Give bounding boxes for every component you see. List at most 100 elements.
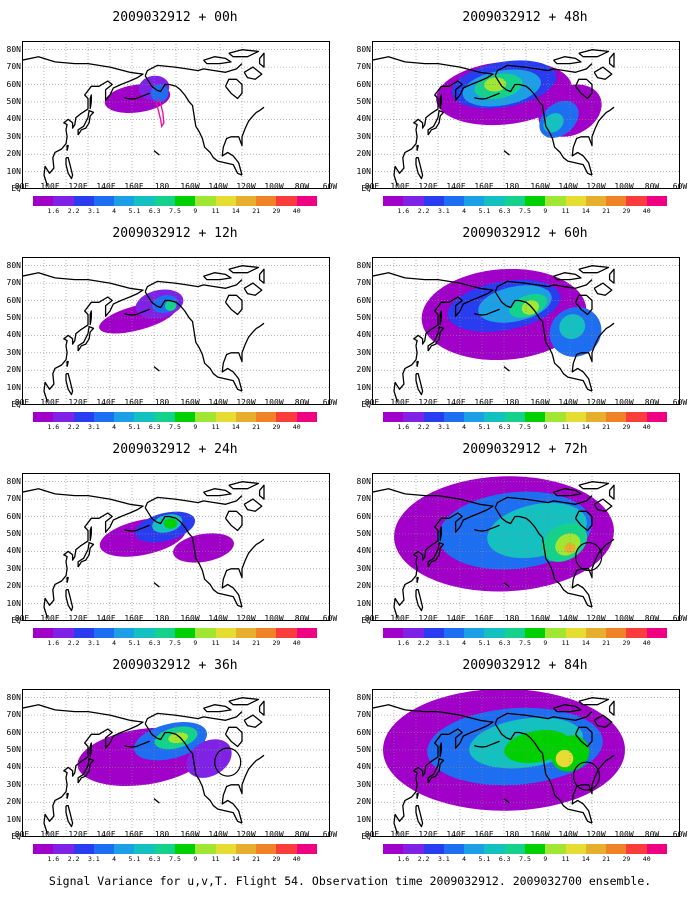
colorbar-tick-label: 9 <box>193 639 198 647</box>
coastline <box>221 538 265 608</box>
map-svg <box>372 257 680 405</box>
coastline <box>258 700 265 716</box>
colorbar <box>33 844 317 854</box>
lon-label: 100E <box>40 182 60 191</box>
coastline <box>144 63 243 77</box>
coastline <box>153 798 160 804</box>
lon-label: 160E <box>474 830 494 839</box>
colorbar-swatch <box>524 628 546 638</box>
lon-label: 120E <box>68 398 88 407</box>
colorbar-tick-label: 3.1 <box>87 207 100 215</box>
colorbar-swatch <box>423 412 444 422</box>
map-frame <box>372 689 680 837</box>
colorbar-tick-label: 14 <box>581 423 590 431</box>
lat-label: 70N <box>356 710 371 720</box>
lat-label: 30N <box>6 563 21 573</box>
lat-label: 10N <box>6 598 21 608</box>
colorbar-tick-label: 7.5 <box>519 423 531 431</box>
lon-label: 140W <box>208 830 228 839</box>
lon-label: 120W <box>586 830 606 839</box>
coastline <box>593 66 613 80</box>
colorbar-swatch <box>256 628 277 638</box>
lon-label: 180 <box>154 830 170 839</box>
map-area <box>22 257 330 405</box>
colorbar-tick-label: 9 <box>543 639 548 647</box>
colorbar <box>383 844 667 854</box>
colorbar-tick-label: 14 <box>231 855 240 863</box>
colorbar-tick-label: 40 <box>642 423 651 431</box>
coastline <box>608 52 615 68</box>
colorbar-swatch <box>606 196 627 206</box>
lon-label: 80E <box>14 614 30 623</box>
variance-contour <box>555 749 574 768</box>
colorbar-swatch <box>53 412 74 422</box>
map-svg <box>22 473 330 621</box>
colorbar-swatch <box>565 412 586 422</box>
colorbar-tick-label: 9 <box>543 207 548 215</box>
variance-contour <box>173 533 234 563</box>
coastline <box>415 157 424 180</box>
coastline <box>65 589 74 612</box>
lon-label: 140E <box>446 182 466 191</box>
lon-label: 80E <box>364 614 380 623</box>
lat-label: EQ <box>361 400 371 409</box>
lon-label: 80W <box>644 182 660 191</box>
colorbar-swatch <box>276 844 297 854</box>
coastline <box>258 484 265 500</box>
coastline <box>124 524 150 532</box>
lat-label: 10N <box>356 598 371 608</box>
lon-label: 100W <box>264 614 284 623</box>
lat-label: 60N <box>356 79 371 89</box>
map-area <box>372 473 680 621</box>
colorbar-tick-label: 1.6 <box>397 855 410 863</box>
lon-label: 120E <box>418 182 438 191</box>
lat-label: 60N <box>6 79 21 89</box>
figure-caption: Signal Variance for u,v,T. Flight 54. Ob… <box>48 874 652 888</box>
colorbar-tick-label: 6.3 <box>498 855 511 863</box>
coastline <box>228 481 260 490</box>
lat-label: 50N <box>6 528 21 538</box>
colorbar-swatch <box>33 412 54 422</box>
colorbar-swatch <box>524 844 546 854</box>
colorbar-tick-label: 29 <box>272 855 281 863</box>
colorbar-swatch <box>73 412 94 422</box>
coastline <box>416 576 419 583</box>
coastline <box>203 272 232 281</box>
colorbar-tick-label: 3.1 <box>437 207 450 215</box>
colorbar-swatch <box>174 196 196 206</box>
lat-label: 60N <box>356 511 371 521</box>
coastline <box>553 704 582 713</box>
coastline <box>66 792 69 799</box>
lat-label: 60N <box>6 727 21 737</box>
colorbar-swatch <box>93 196 115 206</box>
colorbar-tick-label: 2.2 <box>417 207 430 215</box>
colorbar-swatch <box>423 844 444 854</box>
map-area <box>372 257 680 405</box>
lon-label: 60W <box>322 182 338 191</box>
colorbar-swatch <box>423 628 444 638</box>
colorbar-tick-label: 1.6 <box>47 207 60 215</box>
lat-label: 80N <box>6 476 21 486</box>
colorbar-tick-label: 4 <box>462 639 467 647</box>
lon-label: 80W <box>644 398 660 407</box>
lon-label: 80W <box>644 830 660 839</box>
map-frame <box>22 41 330 189</box>
coastline <box>593 498 613 512</box>
lon-label: 120E <box>68 182 88 191</box>
colorbar-tick-label: 29 <box>272 423 281 431</box>
coastline <box>416 792 419 799</box>
variance-contour <box>543 113 564 133</box>
lon-label: 160E <box>474 182 494 191</box>
lat-label: 50N <box>6 96 21 106</box>
colorbar-tick-label: 40 <box>292 639 301 647</box>
coastline <box>503 366 510 372</box>
lon-label: 160E <box>124 830 144 839</box>
panel-title: 2009032912 + 72h <box>462 442 588 457</box>
lat-label: 20N <box>6 797 21 807</box>
lon-label: 60W <box>672 830 688 839</box>
map-panel: 2009032912 + 48h 80N 70N 60N 50N 40N 30N 20N 10N… <box>350 0 700 216</box>
lat-label: 40N <box>6 330 21 340</box>
lat-label: 70N <box>6 494 21 504</box>
lat-label: 50N <box>356 744 371 754</box>
colorbar-tick-label: 40 <box>642 639 651 647</box>
